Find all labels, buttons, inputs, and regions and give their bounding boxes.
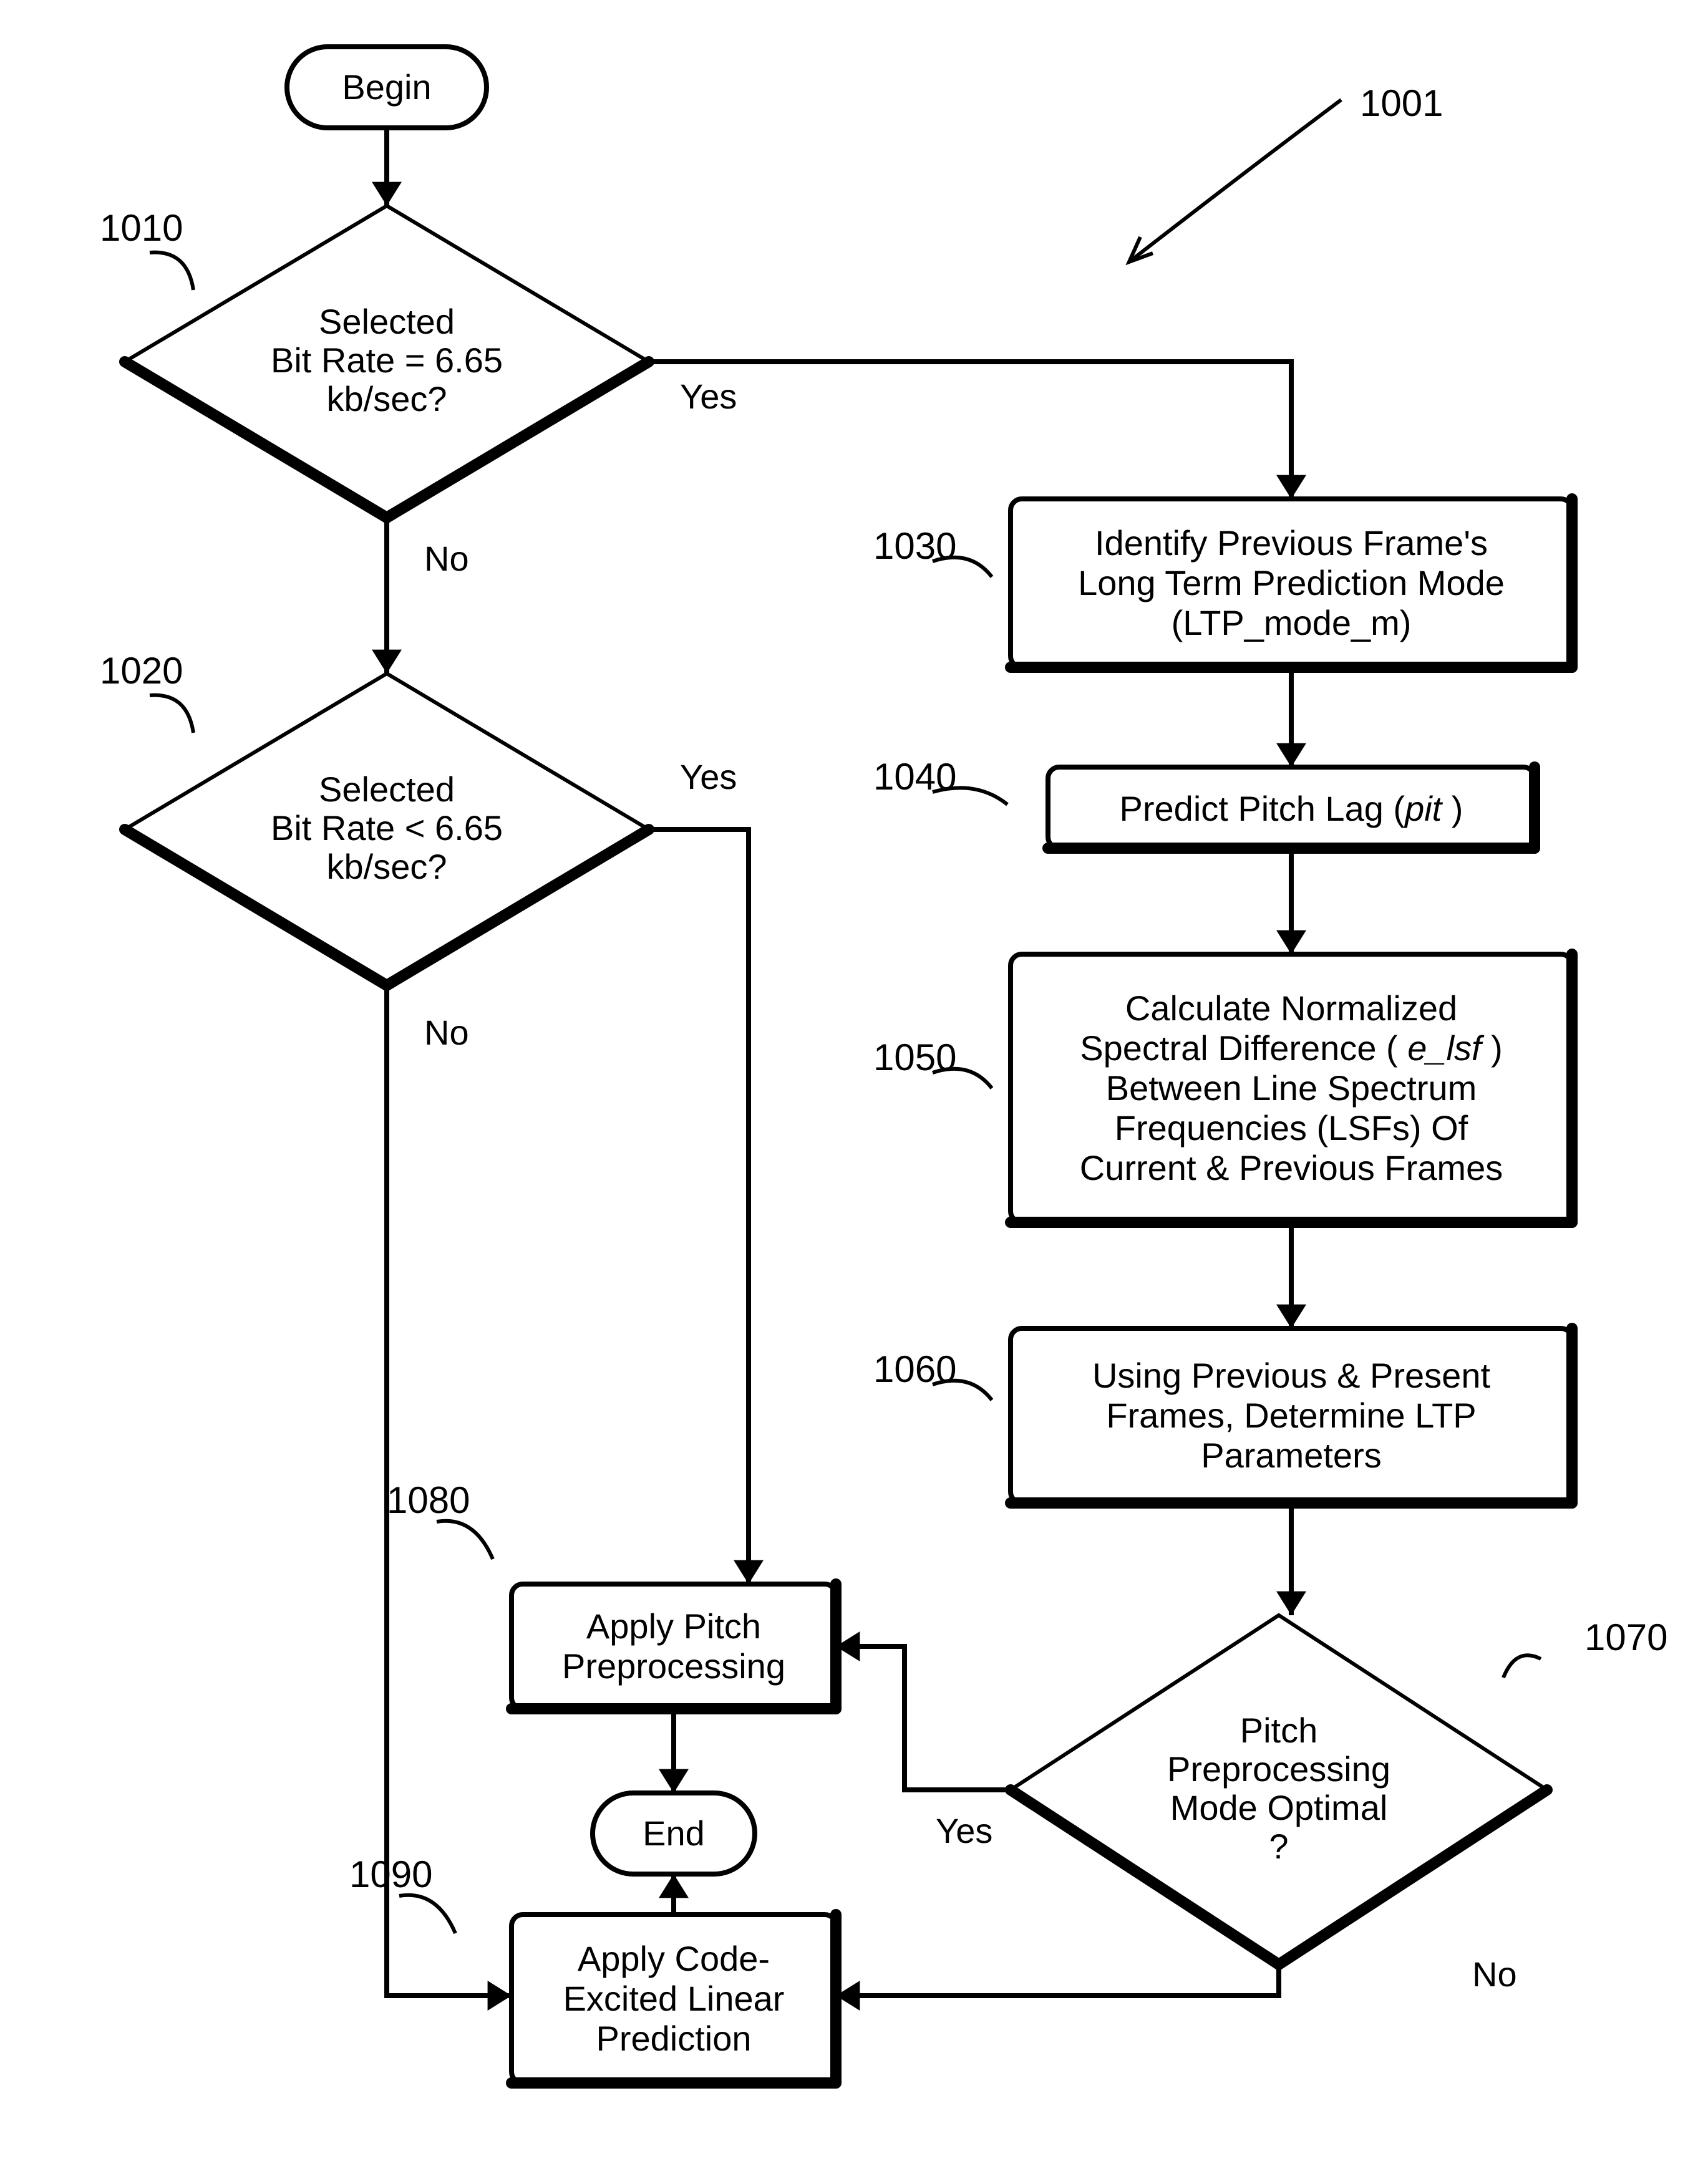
svg-text:Current & Previous Frames: Current & Previous Frames — [1080, 1148, 1503, 1187]
svg-text:Apply Pitch: Apply Pitch — [586, 1607, 761, 1646]
svg-text:1010: 1010 — [100, 207, 183, 249]
svg-text:Preprocessing: Preprocessing — [562, 1646, 785, 1686]
svg-text:1050: 1050 — [873, 1036, 956, 1078]
svg-text:Yes: Yes — [680, 757, 737, 796]
svg-text:Parameters: Parameters — [1201, 1436, 1381, 1475]
svg-text:Pitch: Pitch — [1240, 1711, 1318, 1750]
svg-text:Prediction: Prediction — [596, 2019, 751, 2058]
svg-text:Yes: Yes — [936, 1811, 992, 1850]
svg-text:Mode Optimal: Mode Optimal — [1170, 1788, 1388, 1827]
svg-text:1090: 1090 — [349, 1853, 432, 1895]
svg-text:1001: 1001 — [1360, 82, 1443, 124]
svg-text:1020: 1020 — [100, 650, 183, 692]
svg-text:Frequencies (LSFs) Of: Frequencies (LSFs) Of — [1115, 1108, 1468, 1148]
svg-text:No: No — [424, 1013, 469, 1052]
svg-text:Frames, Determine LTP: Frames, Determine LTP — [1106, 1396, 1476, 1435]
svg-text:Identify Previous Frame's: Identify Previous Frame's — [1095, 523, 1488, 563]
svg-text:Preprocessing: Preprocessing — [1167, 1749, 1390, 1789]
svg-text:Between Line Spectrum: Between Line Spectrum — [1106, 1068, 1477, 1108]
svg-text:Selected: Selected — [319, 770, 455, 809]
svg-text:Spectral Difference ( e_lsf ): Spectral Difference ( e_lsf ) — [1080, 1028, 1503, 1068]
svg-text:Long Term Prediction Mode: Long Term Prediction Mode — [1078, 563, 1505, 602]
svg-text:Predict Pitch Lag (pit ): Predict Pitch Lag (pit ) — [1120, 789, 1463, 828]
svg-text:1030: 1030 — [873, 525, 956, 567]
svg-text:?: ? — [1269, 1827, 1288, 1866]
svg-text:Begin: Begin — [342, 67, 431, 107]
svg-text:No: No — [424, 539, 469, 578]
svg-text:1080: 1080 — [387, 1479, 470, 1521]
flowchart: BeginSelectedBit Rate = 6.65kb/sec?1010S… — [0, 0, 1698, 2184]
svg-text:Excited Linear: Excited Linear — [563, 1979, 785, 2018]
svg-text:End: End — [643, 1814, 705, 1853]
svg-text:Bit Rate < 6.65: Bit Rate < 6.65 — [271, 808, 503, 848]
svg-text:1070: 1070 — [1584, 1616, 1667, 1658]
svg-text:Apply Code-: Apply Code- — [578, 1939, 770, 1978]
svg-text:Selected: Selected — [319, 302, 455, 341]
svg-text:Yes: Yes — [680, 377, 737, 416]
svg-text:1040: 1040 — [873, 756, 956, 798]
svg-text:1060: 1060 — [873, 1348, 956, 1390]
svg-text:kb/sec?: kb/sec? — [327, 847, 447, 886]
svg-text:(LTP_mode_m): (LTP_mode_m) — [1172, 603, 1412, 642]
svg-text:Using Previous & Present: Using Previous & Present — [1092, 1356, 1491, 1395]
svg-text:Calculate Normalized: Calculate Normalized — [1125, 988, 1457, 1028]
svg-text:kb/sec?: kb/sec? — [327, 379, 447, 418]
svg-text:No: No — [1472, 1954, 1517, 1994]
svg-text:Bit Rate = 6.65: Bit Rate = 6.65 — [271, 341, 503, 380]
